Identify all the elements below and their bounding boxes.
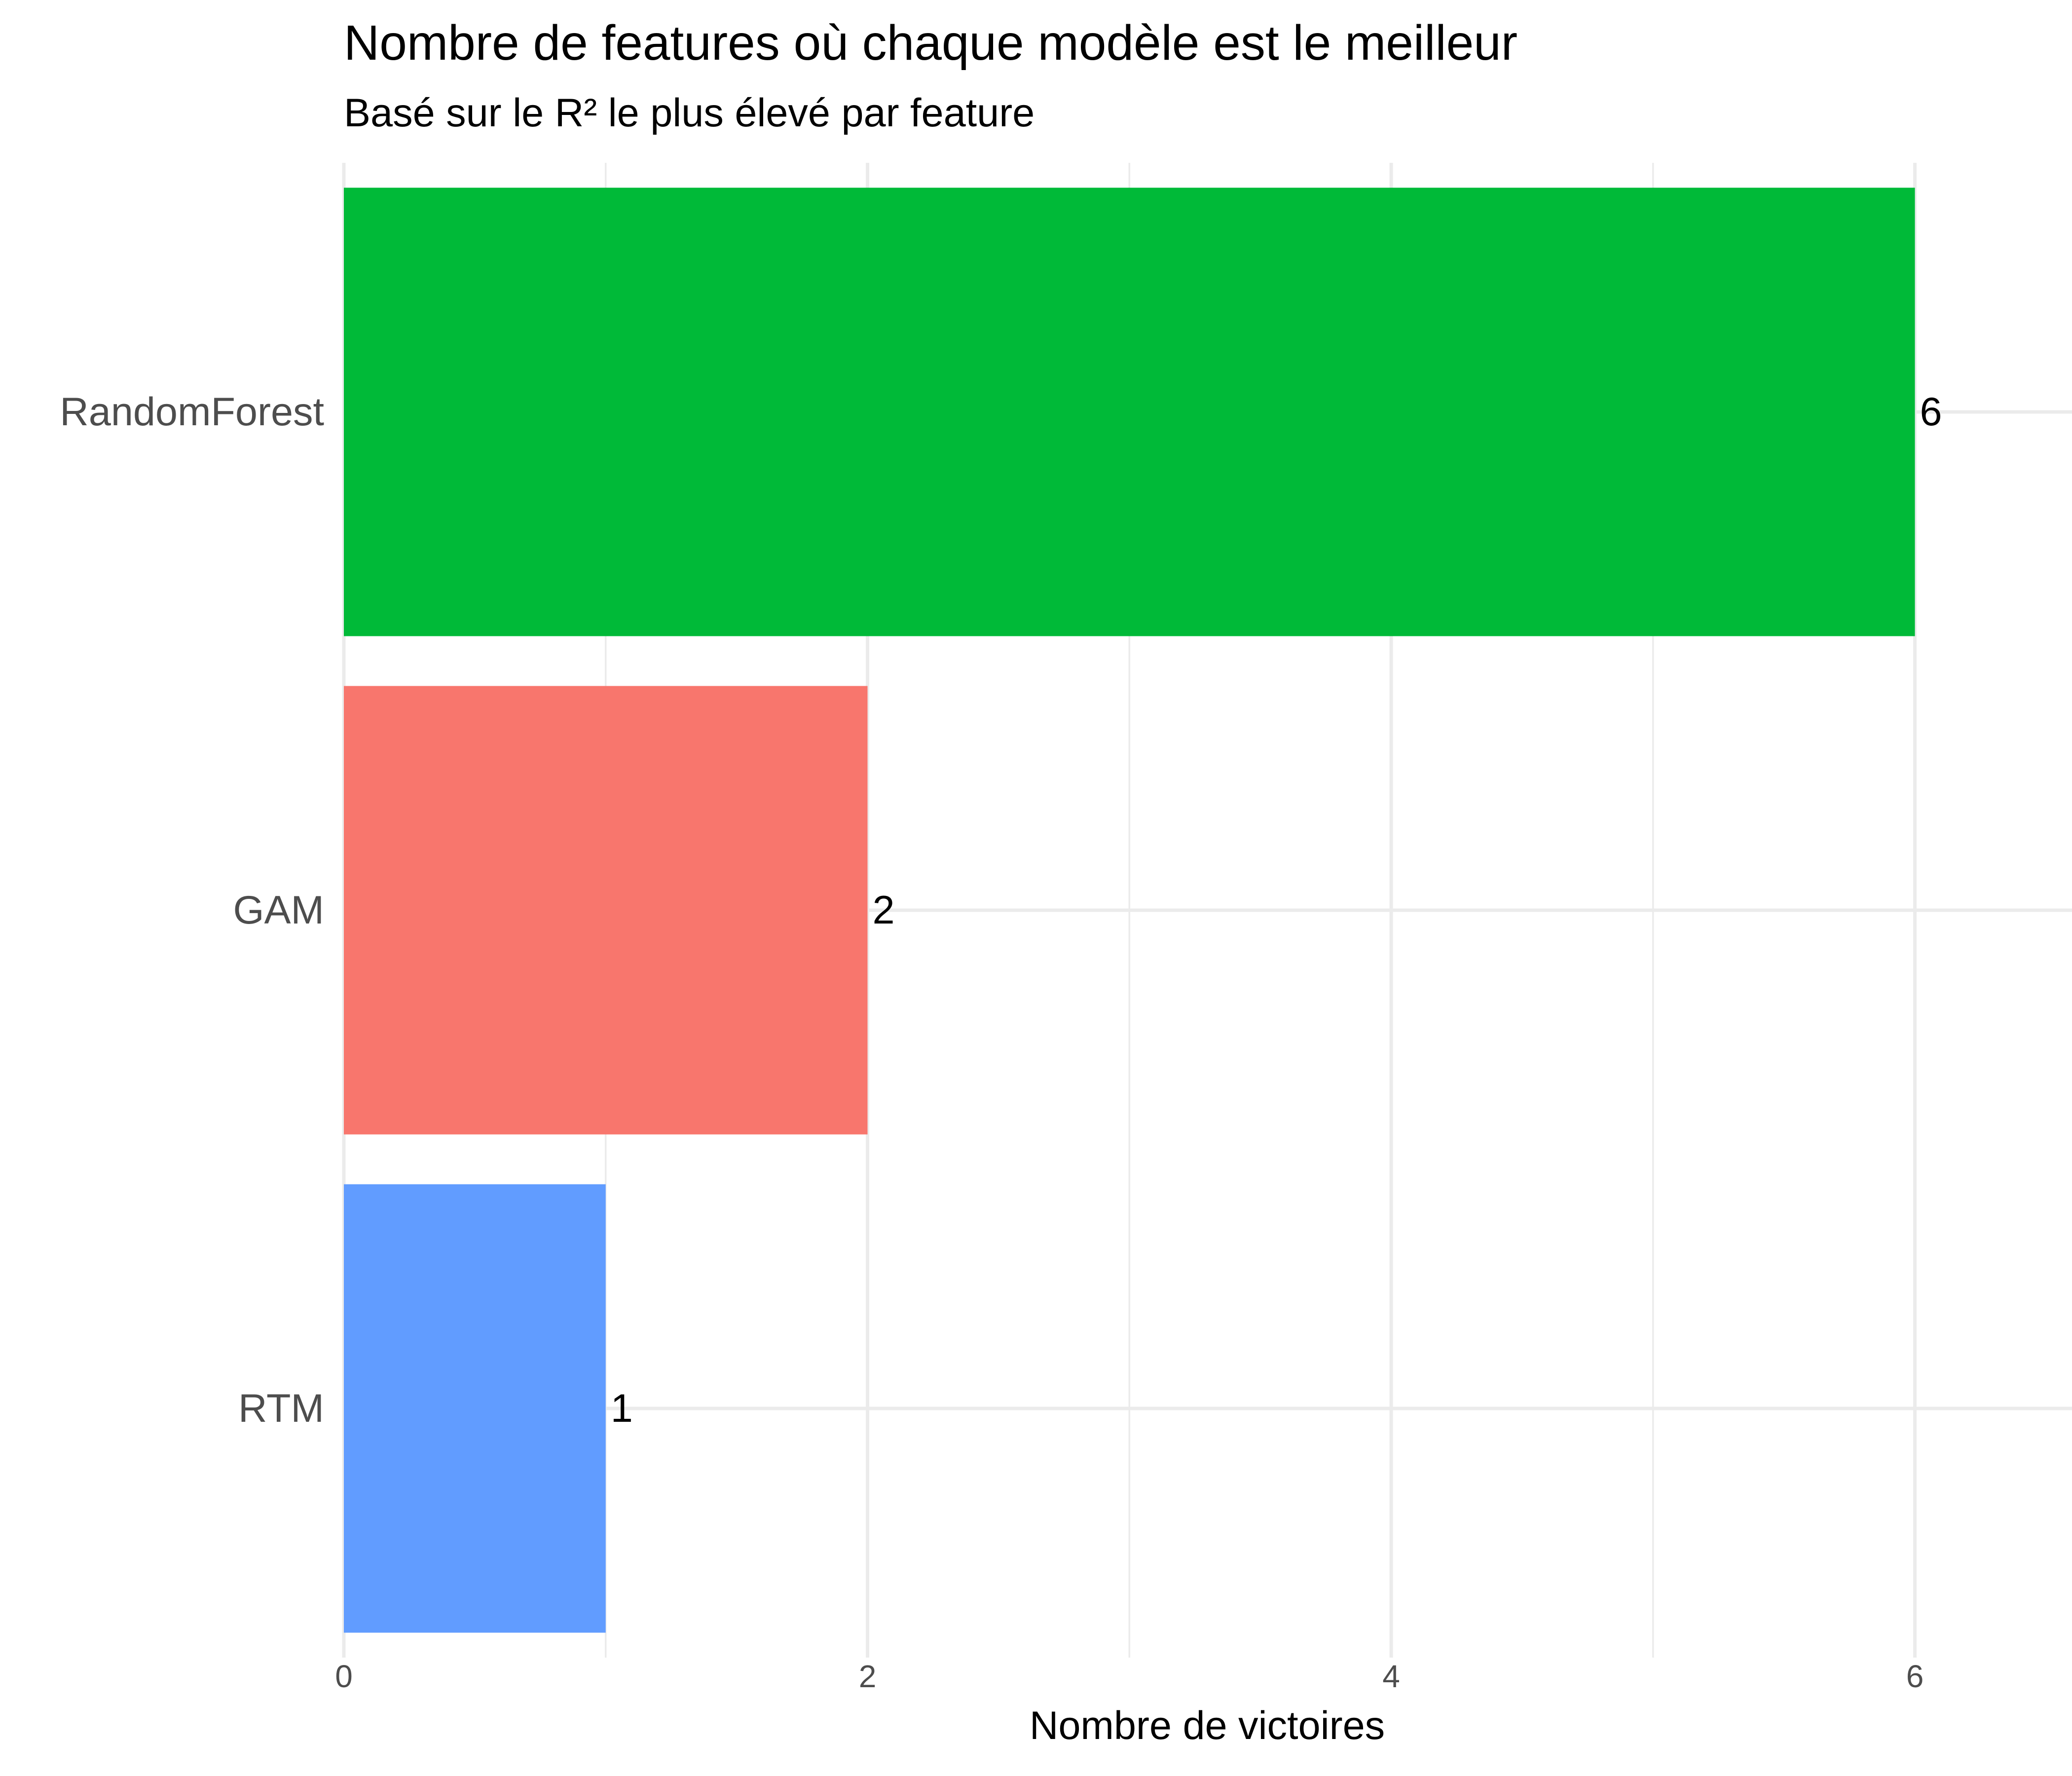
x-tick-label: 0 xyxy=(335,1659,353,1694)
bar xyxy=(344,686,868,1135)
data-labels: 6 2 1 xyxy=(611,390,1942,1431)
bars xyxy=(344,187,1915,1633)
bar xyxy=(344,1184,606,1633)
chart-title: Nombre de features où chaque modèle est … xyxy=(344,15,1518,71)
data-label: 1 xyxy=(611,1386,633,1431)
x-tick-label: 2 xyxy=(859,1659,877,1694)
x-tick-label: 4 xyxy=(1382,1659,1400,1694)
data-label: 2 xyxy=(873,888,895,932)
data-label: 6 xyxy=(1920,390,1942,434)
x-axis-title: Nombre de victoires xyxy=(1030,1703,1385,1748)
x-axis-tick-labels: 0 2 4 6 xyxy=(335,1659,1924,1694)
chart-subtitle: Basé sur le R² le plus élevé par feature xyxy=(344,91,1035,135)
y-tick-label: RTM xyxy=(238,1386,324,1431)
y-tick-label: GAM xyxy=(233,888,324,932)
y-axis-tick-labels: RandomForest GAM RTM xyxy=(60,390,324,1431)
y-tick-label: RandomForest xyxy=(60,390,324,434)
x-tick-label: 6 xyxy=(1906,1659,1924,1694)
bar xyxy=(344,187,1915,636)
